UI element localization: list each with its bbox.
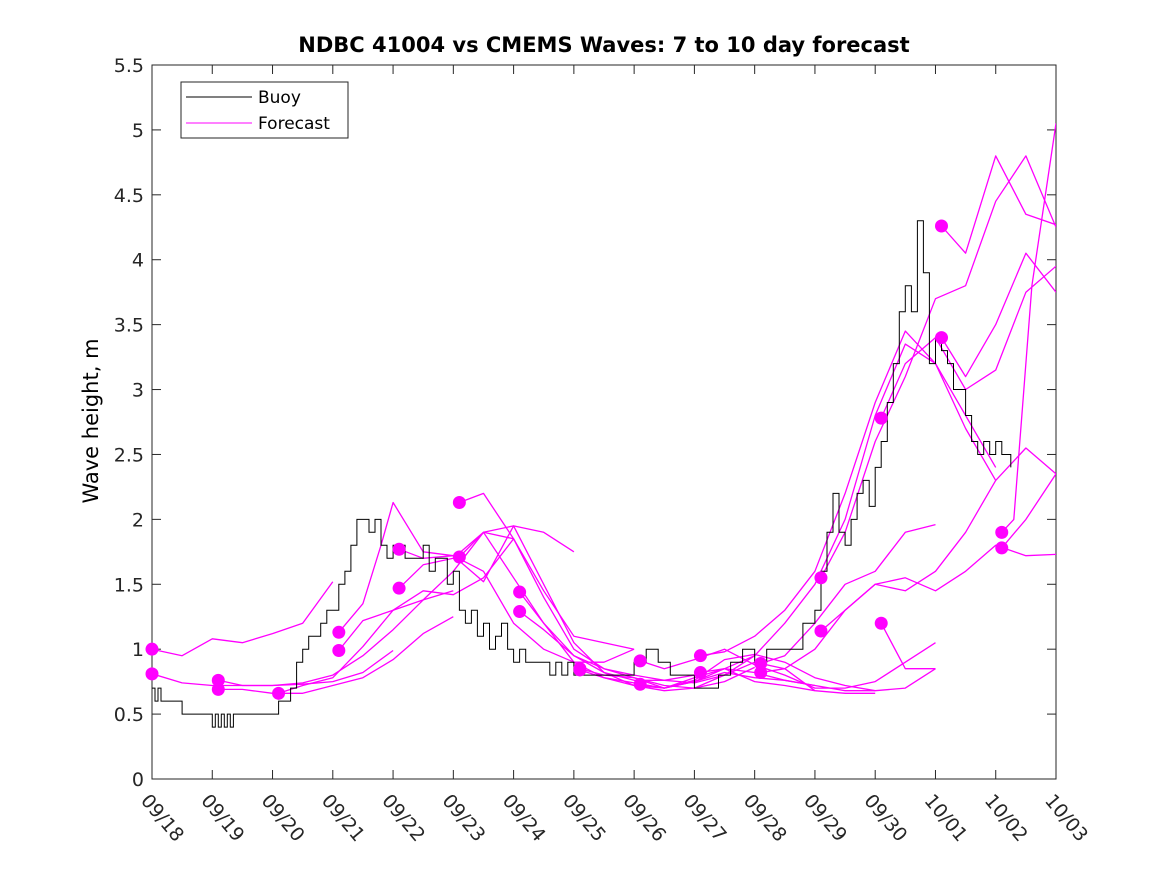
forecast-start-marker	[754, 666, 768, 680]
forecast-line	[639, 642, 936, 689]
y-tick-label: 2	[132, 509, 144, 531]
forecast-start-marker	[145, 667, 159, 681]
forecast-start-marker	[693, 649, 707, 663]
forecast-line	[700, 343, 997, 674]
forecast-start-marker	[693, 666, 707, 680]
forecast-line	[152, 581, 334, 657]
forecast-line	[820, 155, 1056, 579]
y-axis-label: Wave height, m	[79, 338, 103, 503]
legend-box	[180, 81, 349, 139]
forecast-line	[1001, 123, 1056, 533]
y-tick-label: 3	[132, 380, 144, 402]
forecast-start-marker	[754, 656, 768, 670]
forecast-line	[579, 653, 876, 692]
forecast-start-marker	[332, 643, 346, 657]
forecast-start-marker	[211, 682, 225, 696]
forecast-start-marker	[392, 542, 406, 556]
buoy-line	[152, 220, 1012, 728]
forecast-start-marker	[814, 624, 828, 638]
y-tick-label: 3.5	[114, 315, 144, 337]
forecast-line	[640, 668, 936, 692]
data-series	[152, 123, 1056, 728]
forecast-line	[1001, 473, 1056, 549]
forecast-start-marker	[272, 686, 286, 700]
forecast-line	[880, 622, 936, 670]
legend-buoy-label: Buoy	[258, 88, 301, 108]
forecast-line	[820, 544, 1056, 632]
forecast-line	[941, 155, 1056, 254]
forecast-line	[940, 252, 1056, 378]
forecast-line	[218, 616, 454, 694]
forecast-start-marker	[211, 673, 225, 687]
forecast-line	[700, 330, 997, 657]
forecast-start-marker	[573, 662, 587, 676]
y-tick-label: 5.5	[114, 55, 144, 77]
forecast-start-marker	[995, 525, 1009, 539]
forecast-start-marker	[934, 331, 948, 345]
chart-title: NDBC 41004 vs CMEMS Waves: 7 to 10 day f…	[298, 33, 909, 57]
forecast-start-marker	[332, 625, 346, 639]
forecast-start-markers	[145, 219, 1009, 700]
legend: Buoy Forecast	[180, 81, 349, 139]
forecast-line	[760, 447, 1056, 674]
forecast-start-marker	[934, 219, 948, 233]
forecast-start-marker	[633, 654, 647, 668]
forecast-start-marker	[513, 605, 527, 619]
forecast-start-marker	[452, 495, 466, 509]
y-tick-label: 2.5	[114, 444, 144, 466]
y-tick-label: 0.5	[114, 704, 144, 726]
legend-forecast-label: Forecast	[258, 114, 330, 134]
forecast-start-marker	[814, 571, 828, 585]
y-tick-label: 1.5	[114, 574, 144, 596]
y-tick-label: 4.5	[114, 185, 144, 207]
forecast-start-marker	[874, 616, 888, 630]
forecast-start-marker	[995, 541, 1009, 555]
forecast-line	[458, 531, 755, 689]
forecast-start-marker	[874, 411, 888, 425]
forecast-start-marker	[452, 550, 466, 564]
forecast-line	[760, 523, 936, 665]
y-tick-label: 5	[132, 120, 144, 142]
forecast-line	[338, 501, 575, 633]
y-tick-label: 0	[132, 769, 144, 791]
y-tick-label: 1	[132, 639, 144, 661]
y-tick-label: 4	[132, 250, 144, 272]
forecast-line	[218, 590, 454, 687]
forecast-start-marker	[513, 585, 527, 599]
forecast-start-marker	[392, 581, 406, 595]
forecast-start-marker	[633, 677, 647, 691]
forecast-start-marker	[145, 642, 159, 656]
